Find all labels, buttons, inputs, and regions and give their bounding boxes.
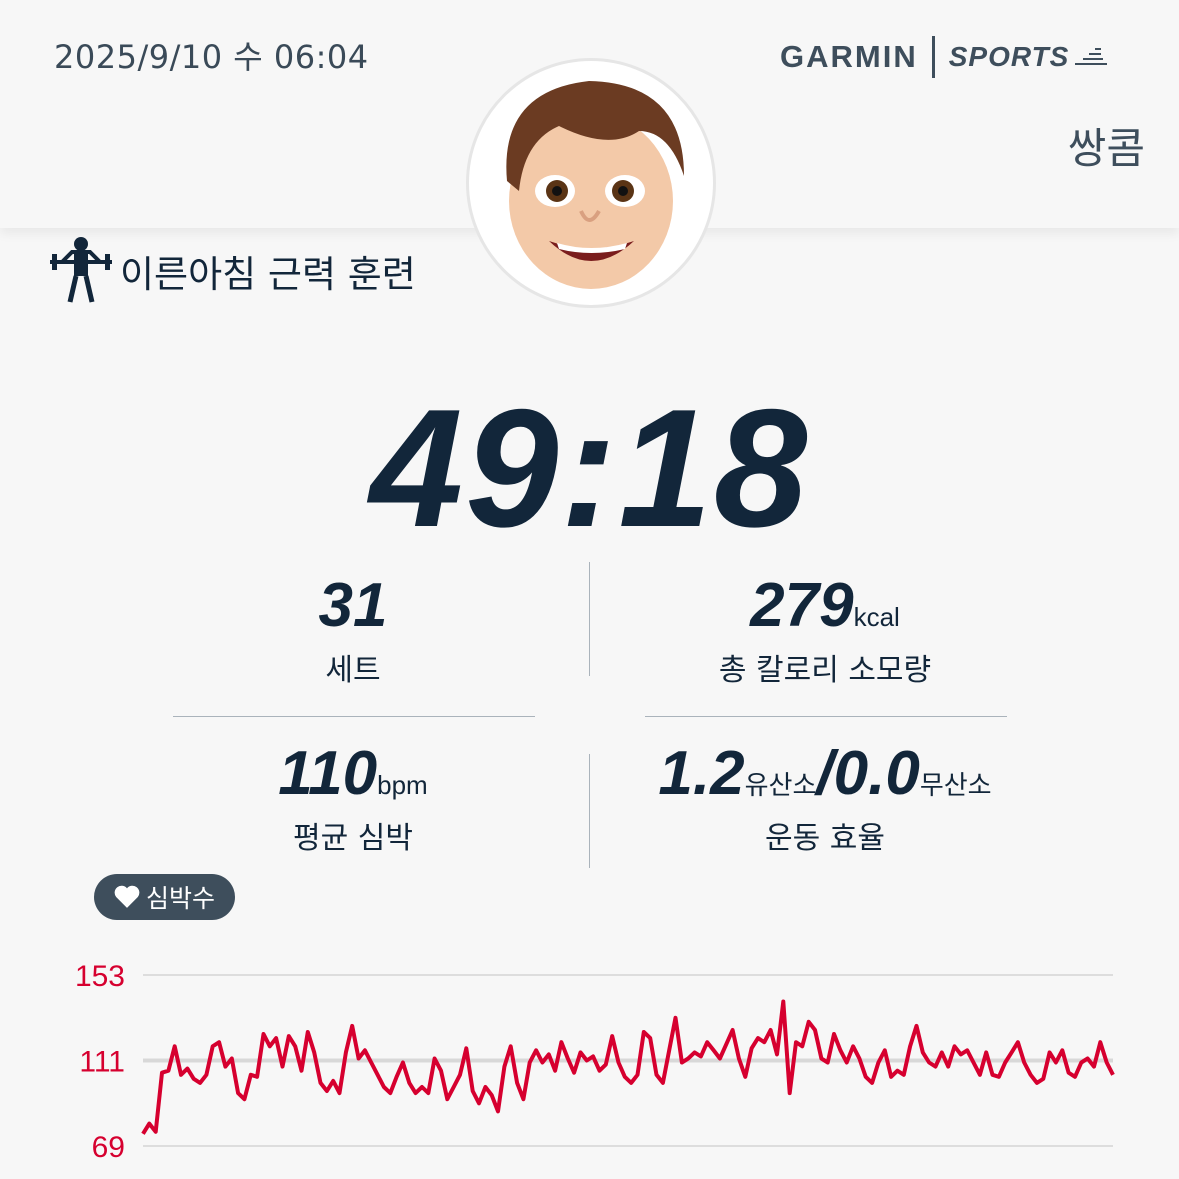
- stat-value: 110: [278, 739, 378, 808]
- stat-unit: kcal: [853, 602, 900, 632]
- stat-calories: 279kcal 총 칼로리 소모량: [590, 570, 1060, 689]
- heart-rate-tab-label: 심박수: [145, 884, 215, 913]
- stat-label: 세트: [325, 653, 381, 688]
- stat-label: 총 칼로리 소모량: [718, 653, 932, 688]
- y-tick-label: 69: [92, 1131, 125, 1164]
- heart-rate-tab[interactable]: 심박수: [94, 874, 235, 920]
- logo-divider: [931, 36, 935, 78]
- divider: [173, 716, 535, 717]
- stat-unit-2: 무산소: [919, 770, 992, 800]
- stat-label: 운동 효율: [765, 821, 885, 856]
- stat-sets: 31 세트: [118, 570, 588, 689]
- stat-label: 평균 심박: [293, 821, 413, 856]
- y-tick-label: 153: [75, 960, 125, 993]
- stat-avg-hr: 110bpm 평균 심박: [118, 738, 588, 857]
- heart-rate-line: [141, 999, 1115, 1135]
- weightlifting-icon: [50, 237, 112, 303]
- stat-value: 1.2: [658, 739, 745, 808]
- activity-header: 이른아침 근력 훈련: [48, 236, 416, 306]
- heart-rate-chart: 153 111 69: [75, 960, 1115, 1164]
- stat-value: 31: [318, 571, 388, 640]
- stat-unit: bpm: [377, 770, 428, 800]
- stat-value-2: /0.0: [816, 739, 920, 808]
- activity-title: 이른아침 근력 훈련: [120, 253, 416, 296]
- divider: [589, 754, 590, 868]
- sports-lines-icon: [1075, 48, 1108, 65]
- stat-training-effect: 1.2유산소/0.0무산소 운동 효율: [590, 738, 1060, 857]
- sports-logo-text: SPORTS: [948, 41, 1070, 72]
- y-tick-label: 111: [79, 1046, 125, 1079]
- stat-value: 279: [750, 571, 854, 640]
- divider: [589, 562, 590, 676]
- avatar[interactable]: [466, 58, 716, 308]
- garmin-sports-logo: GARMIN SPORTS: [780, 36, 1109, 78]
- activity-datetime: 2025/9/10 수 06:04: [54, 38, 369, 76]
- stat-unit: 유산소: [744, 770, 817, 800]
- garmin-logo-text: GARMIN: [780, 39, 918, 74]
- username: 쌍콤: [1067, 124, 1145, 173]
- heart-icon: [114, 885, 140, 908]
- divider: [645, 716, 1007, 717]
- duration-value: 49:18: [369, 374, 810, 562]
